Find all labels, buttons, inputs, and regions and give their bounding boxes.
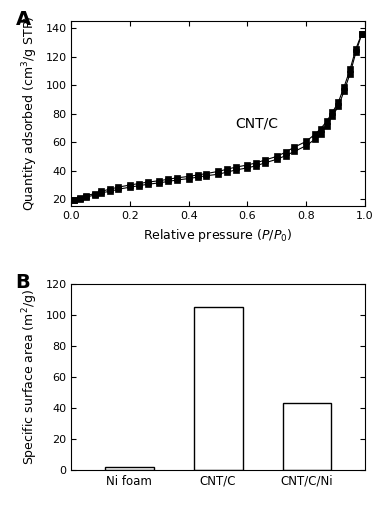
Bar — [194, 307, 243, 470]
Bar — [105, 467, 154, 470]
Y-axis label: Quantity adsorbed (cm$^3$/g STP): Quantity adsorbed (cm$^3$/g STP) — [20, 16, 40, 211]
Bar — [282, 404, 331, 470]
Text: CNT/C: CNT/C — [236, 117, 279, 130]
Text: A: A — [16, 10, 31, 29]
Y-axis label: Specific surface area (m$^2$/g): Specific surface area (m$^2$/g) — [20, 289, 40, 465]
X-axis label: Relative pressure ($P/P_0$): Relative pressure ($P/P_0$) — [143, 227, 293, 244]
Text: B: B — [16, 273, 30, 292]
